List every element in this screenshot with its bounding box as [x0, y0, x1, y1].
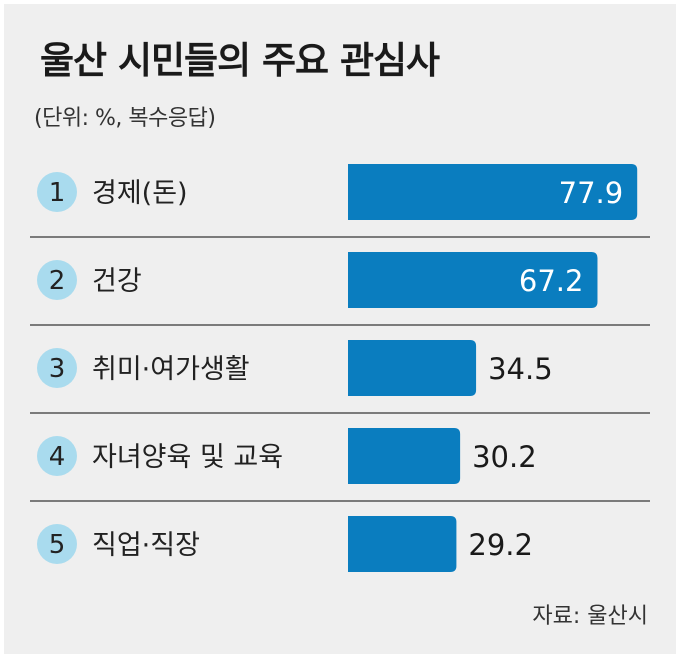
value-label: 77.9: [559, 176, 624, 210]
rank-number: 2: [49, 266, 66, 296]
value-label: 67.2: [519, 264, 584, 298]
rank-badge: [37, 260, 77, 300]
bar: [348, 164, 638, 220]
bar: [348, 340, 477, 396]
rank-number: 5: [49, 530, 66, 560]
rank-number: 3: [49, 354, 66, 384]
category-label: 취미·여가생활: [92, 354, 250, 385]
category-label: 건강: [92, 266, 142, 297]
rank-badge: [37, 348, 77, 388]
value-label: 30.2: [472, 440, 537, 474]
rank-badge: [37, 436, 77, 476]
value-label: 34.5: [488, 352, 553, 386]
chart-title: 울산 시민들의 주요 관심사: [40, 39, 440, 82]
rank-number: 4: [49, 442, 66, 472]
rank-number: 1: [49, 178, 66, 208]
category-label: 경제(돈): [92, 178, 188, 209]
category-label: 직업·직장: [92, 530, 200, 561]
rank-badge: [37, 524, 77, 564]
value-label: 29.2: [468, 528, 533, 562]
rank-badge: [37, 172, 77, 212]
category-label: 자녀양육 및 교육: [92, 442, 283, 473]
chart-panel: [4, 4, 676, 654]
bar: [348, 428, 461, 484]
source-note: 자료: 울산시: [532, 604, 648, 629]
bar: [348, 516, 457, 572]
bar: [348, 252, 598, 308]
chart-subtitle: (단위: %, 복수응답): [34, 106, 216, 131]
